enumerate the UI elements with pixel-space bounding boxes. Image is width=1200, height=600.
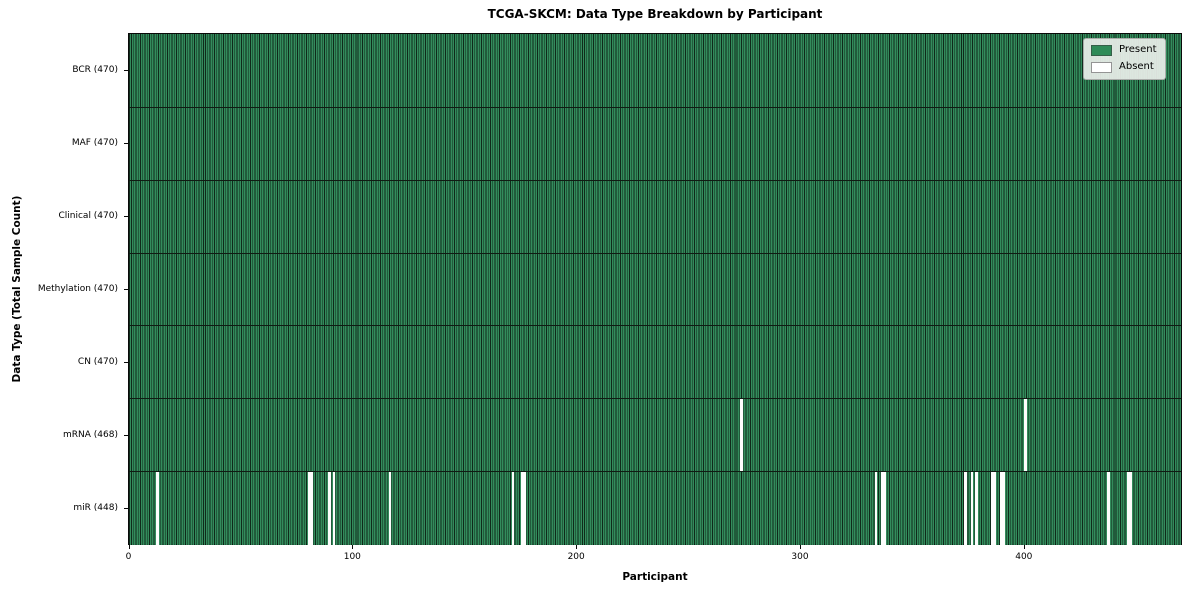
absent-gap xyxy=(1024,399,1028,473)
legend-label-present: Present xyxy=(1119,44,1157,55)
y-tick-label: MAF (470) xyxy=(71,138,118,149)
heatmap-row-cn xyxy=(129,325,1181,400)
absent-gap xyxy=(1107,472,1110,545)
absent-gap xyxy=(1129,472,1133,545)
x-tick-mark xyxy=(1023,545,1025,549)
y-tick-mark xyxy=(124,361,128,363)
absent-gap xyxy=(511,472,515,545)
heatmap-row-methylation xyxy=(129,252,1181,327)
x-tick-mark xyxy=(128,545,130,549)
absent-gap xyxy=(332,472,336,545)
heatmap-row-mrna xyxy=(129,398,1181,473)
y-tick-label: CN (470) xyxy=(77,356,118,367)
y-tick-label: Clinical (470) xyxy=(58,211,118,222)
absent-gap xyxy=(328,472,331,545)
chart-title: TCGA-SKCM: Data Type Breakdown by Partic… xyxy=(487,7,823,21)
absent-gap xyxy=(1002,472,1005,545)
x-tick-mark xyxy=(799,545,801,549)
y-tick-label: miR (448) xyxy=(73,502,118,513)
y-tick-label: BCR (470) xyxy=(72,65,118,76)
legend-label-absent: Absent xyxy=(1119,61,1154,72)
absent-gap xyxy=(883,472,887,545)
absent-gap xyxy=(975,472,978,545)
x-tick-label: 200 xyxy=(567,552,585,562)
absent-gap xyxy=(999,472,1003,545)
absent-gap xyxy=(874,472,878,545)
heatmap-row-clinical xyxy=(129,179,1181,254)
plot-area xyxy=(128,33,1182,545)
x-tick-label: 400 xyxy=(1015,552,1033,562)
absent-gap xyxy=(964,472,967,545)
absent-gap xyxy=(523,472,526,545)
y-tick-mark xyxy=(124,434,128,436)
x-tick-mark xyxy=(352,545,354,549)
y-tick-label: mRNA (468) xyxy=(63,429,118,440)
x-tick-label: 0 xyxy=(125,552,132,562)
y-tick-mark xyxy=(124,143,128,145)
y-tick-mark xyxy=(124,216,128,218)
y-tick-mark xyxy=(124,289,128,290)
legend-entry-absent: Absent xyxy=(1091,61,1157,73)
y-tick-label: Methylation (470) xyxy=(37,284,118,294)
absent-gap xyxy=(993,472,996,545)
present-swatch-icon xyxy=(1091,44,1112,56)
absent-gap xyxy=(881,472,884,545)
absent-gap xyxy=(520,472,524,545)
x-tick-label: 300 xyxy=(791,552,809,562)
y-tick-mark xyxy=(124,70,128,72)
legend-entry-present: Present xyxy=(1091,44,1157,56)
legend: Present Absent xyxy=(1083,38,1166,80)
y-tick-mark xyxy=(124,507,128,509)
x-tick-mark xyxy=(576,545,578,549)
x-tick-label: 100 xyxy=(343,552,361,562)
absent-gap xyxy=(990,472,994,545)
absent-gap xyxy=(388,472,392,545)
absent-gap xyxy=(970,472,974,545)
heatmap-row-bcr xyxy=(129,34,1181,107)
absent-gap xyxy=(1127,472,1130,545)
absent-gap xyxy=(310,472,313,545)
absent-swatch-icon xyxy=(1091,61,1112,73)
absent-gap xyxy=(740,399,743,473)
absent-gap xyxy=(156,472,159,545)
heatmap-row-maf xyxy=(129,106,1181,181)
heatmap-row-mir xyxy=(129,471,1181,545)
absent-gap xyxy=(308,472,311,545)
x-axis-label: Participant xyxy=(622,571,688,583)
